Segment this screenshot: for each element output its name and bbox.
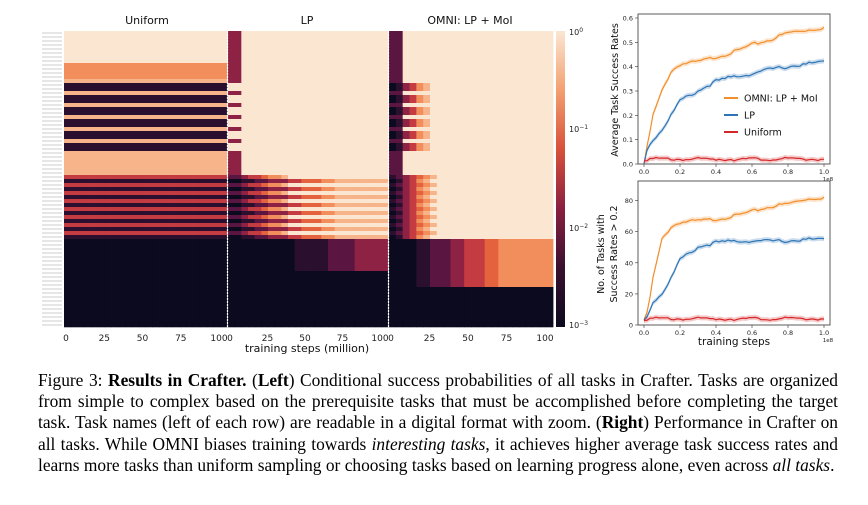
panel-title-omni: OMNI: LP + MoI [427,14,512,27]
heatmap-panels [42,31,554,328]
y-axis-title-line2: Success Rates > 0.2 [609,205,620,302]
figure-caption: Figure 3: Results in Crafter. (Left) Con… [38,370,838,476]
heatmap-tick-label: 25 [262,334,273,344]
series-line-omni [643,196,825,321]
x-tick-label: 0.2 [675,329,685,337]
y-axis-title: Average Task Success Rates [610,23,621,157]
legend-label: LP [744,111,755,122]
x-tick-label: 1.0 [819,168,829,176]
heatmap-tick-label: 0 [388,334,394,344]
x-tick-label: 0.8 [783,168,793,176]
heatmap-tick-label: 50 [137,334,149,344]
caption-title: Results in Crafter. [108,370,247,390]
plot-frame [637,180,831,326]
y-tick-label: 0.2 [623,112,633,120]
y-tick-label: 0 [629,322,633,330]
heatmap-tick-label: 50 [299,334,311,344]
series-band [644,24,824,167]
caption-text-4: . [830,454,835,475]
caption-italic-2: all tasks [772,454,831,475]
heatmap-x-ticks: 0 25 50 75 100 0 25 50 75 100 0 25 50 75 100 [63,334,554,344]
x-tick-label: 0.0 [639,168,649,176]
x-scale-label: 1e8 [823,338,834,344]
colorbar-tick-3: 10−3 [569,320,588,330]
caption-paren: ( [252,370,258,390]
series-line-uniform [643,316,825,322]
caption-paren-close: ) [288,370,295,390]
y-tick-label: 80 [625,197,633,205]
x-tick-label: 0.2 [675,168,685,176]
y-tick-label: 0.1 [623,136,633,144]
colorbar-tick-0: 100 [569,27,583,37]
colorbar-tick-1: 10−1 [569,124,588,134]
panel-title-uniform: Uniform [125,14,169,27]
series-band [644,314,824,323]
colorbar-tick-2: 10−2 [569,223,588,233]
heatmap-labels: Uniform LP OMNI: LP + MoI training steps… [125,14,513,355]
heatmap-panel-uniform [42,31,228,328]
x-tick-label: 0.6 [747,168,757,176]
heatmap-tick-label: 100 [536,334,553,344]
caption-left: Left [257,370,289,390]
x-tick-label: 0.4 [711,329,721,337]
legend-label: OMNI: LP + MoI [744,94,818,105]
heatmap-panel-omni [389,31,554,328]
caption-italic-1: interesting tasks [371,433,486,454]
heatmap-x-label: training steps (million) [245,342,369,355]
heatmap-tick-label: 75 [337,334,348,344]
x-tick-label: 0.8 [783,329,793,337]
heatmap-tick-label: 100 [371,334,388,344]
y-tick-label: 20 [625,290,633,298]
series-line-uniform [644,156,824,162]
heatmap-tick-label: 25 [99,334,110,344]
caption-text-1: Conditional success probabilities of all… [38,370,838,433]
colorbar-ticks: 100 10−1 10−2 10−3 [569,27,588,330]
series-band [644,154,824,164]
figure: Uniform LP OMNI: LP + MoI training steps… [42,13,834,355]
colorbar [556,31,565,327]
series-line-lp [643,237,825,321]
y-tick-label: 60 [625,228,633,236]
x-tick-label: 0.6 [747,329,757,337]
panel-title-lp: LP [301,14,314,27]
caption-text-3: , it achieves higher average task succes… [38,433,838,475]
caption-text-2: ) Performance in Crafter on all tasks. W… [38,412,838,454]
heatmap-tick-label: 75 [175,334,186,344]
y-tick-label: 0.4 [623,63,633,71]
caption-fig-label: Figure 3: [38,370,103,390]
x-tick-label: 1.0 [819,329,829,337]
caption-right: Right [601,412,644,433]
legend-label: Uniform [744,128,782,139]
x-scale-label: 1e8 [823,177,834,183]
series-line-omni [643,26,825,165]
y-tick-label: 0.3 [623,88,633,96]
heatmap-tick-label: 25 [424,334,435,344]
y-tick-label: 40 [625,259,633,267]
heatmap-tick-label: 75 [501,334,512,344]
heatmap-tick-label: 100 [210,334,227,344]
heatmap-tick-label: 50 [462,334,474,344]
x-tick-label: 0.4 [711,168,721,176]
heatmap-panel-lp [228,31,389,328]
x-axis-title: training steps [698,336,770,348]
y-tick-label: 0.0 [623,161,633,169]
plot-frame [637,13,831,165]
series-line-lp [643,60,825,164]
y-tick-label: 0.6 [623,15,633,23]
y-tick-label: 0.5 [623,39,633,47]
heatmap-tick-label: 0 [227,334,233,344]
chart-avg-success: 0.0 0.1 0.2 0.3 0.4 0.5 0.6 0.0 0.2 0.4 0.6 0.8 1.01… [610,13,834,183]
y-axis-title-line1: No. of Tasks with [596,214,607,294]
heatmap-tick-label: 0 [63,334,69,344]
x-tick-label: 0.0 [639,329,649,337]
